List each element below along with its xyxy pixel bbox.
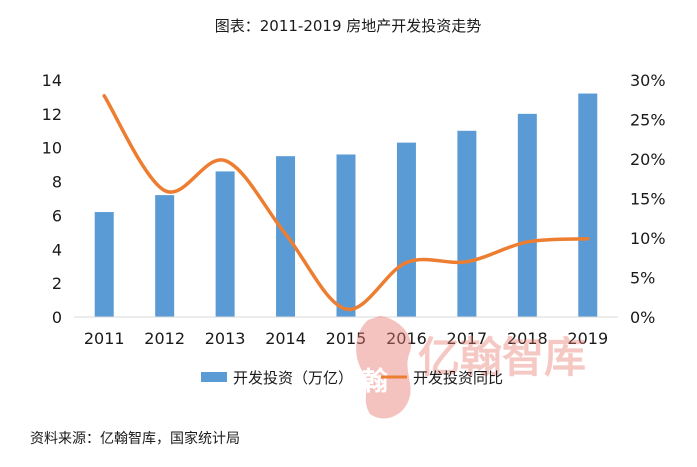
- bar-2019: [578, 93, 598, 318]
- bar-2013: [215, 171, 235, 317]
- y-right-tick-label: 0%: [630, 308, 655, 327]
- x-tick-label: 2014: [265, 329, 306, 348]
- y-right-tick-label: 10%: [630, 229, 666, 248]
- bar-2011: [94, 212, 114, 317]
- y-left-tick-label: 12: [42, 105, 62, 124]
- x-tick-label: 2017: [447, 329, 488, 348]
- x-tick-label: 2011: [84, 329, 125, 348]
- bar-2015: [336, 154, 356, 317]
- x-tick-label: 2016: [386, 329, 427, 348]
- yoy-point-2015: [344, 307, 348, 311]
- legend-bar-swatch: [201, 372, 227, 382]
- legend-bar-label: 开发投资（万亿）: [233, 369, 353, 387]
- y-left-tick-label: 8: [52, 173, 62, 192]
- x-tick-label: 2013: [205, 329, 246, 348]
- yoy-point-2012: [163, 189, 167, 193]
- bar-2017: [457, 130, 477, 317]
- bar-2016: [396, 142, 416, 317]
- x-tick-label: 2019: [567, 329, 608, 348]
- yoy-point-2016: [404, 260, 409, 265]
- y-axis-left: 0 2 4 6 8 10 12 14: [42, 71, 62, 327]
- y-left-tick-label: 0: [52, 308, 62, 327]
- yoy-point-2017: [465, 260, 469, 264]
- y-left-tick-label: 14: [42, 71, 62, 90]
- yoy-point-2019: [586, 237, 590, 241]
- y-left-tick-label: 6: [52, 206, 62, 225]
- bar-2018: [517, 113, 537, 317]
- chart-title: 图表：2011-2019 房地产开发投资走势: [215, 17, 482, 35]
- line-series: [102, 94, 590, 311]
- y-right-tick-label: 5%: [630, 269, 655, 288]
- x-tick-label: 2018: [507, 329, 548, 348]
- bar-2012: [155, 195, 175, 317]
- y-right-tick-label: 25%: [630, 111, 666, 130]
- yoy-point-2013: [223, 158, 227, 163]
- y-left-tick-label: 10: [42, 139, 62, 158]
- yoy-line: [102, 94, 590, 311]
- x-axis: 2011 2012 2013 2014 2015 2016 2017 2018 2019: [84, 329, 608, 348]
- y-right-tick-label: 30%: [630, 71, 666, 90]
- y-right-tick-label: 20%: [630, 150, 666, 169]
- legend: 开发投资（万亿） 开发投资同比: [201, 369, 503, 387]
- svg-text:翰: 翰: [362, 366, 388, 397]
- y-left-tick-label: 2: [52, 274, 62, 293]
- y-axis-right: 0% 5% 10% 15% 20% 25% 30%: [630, 71, 666, 327]
- yoy-point-2014: [283, 232, 288, 236]
- x-tick-label: 2012: [144, 329, 185, 348]
- watermark-seal-icon: 翰: [356, 316, 412, 419]
- watermark: 翰 亿翰智库: [356, 316, 586, 419]
- legend-line-label: 开发投资同比: [413, 369, 503, 387]
- y-right-tick-label: 15%: [630, 190, 666, 209]
- watermark-text: 亿翰智库: [418, 333, 586, 382]
- bar-series: [94, 93, 598, 318]
- source-note: 资料来源：亿翰智库，国家统计局: [30, 430, 240, 447]
- x-tick-label: 2015: [326, 329, 367, 348]
- y-left-tick-label: 4: [52, 240, 62, 259]
- yoy-point-2011: [102, 94, 106, 98]
- yoy-point-2018: [525, 240, 529, 244]
